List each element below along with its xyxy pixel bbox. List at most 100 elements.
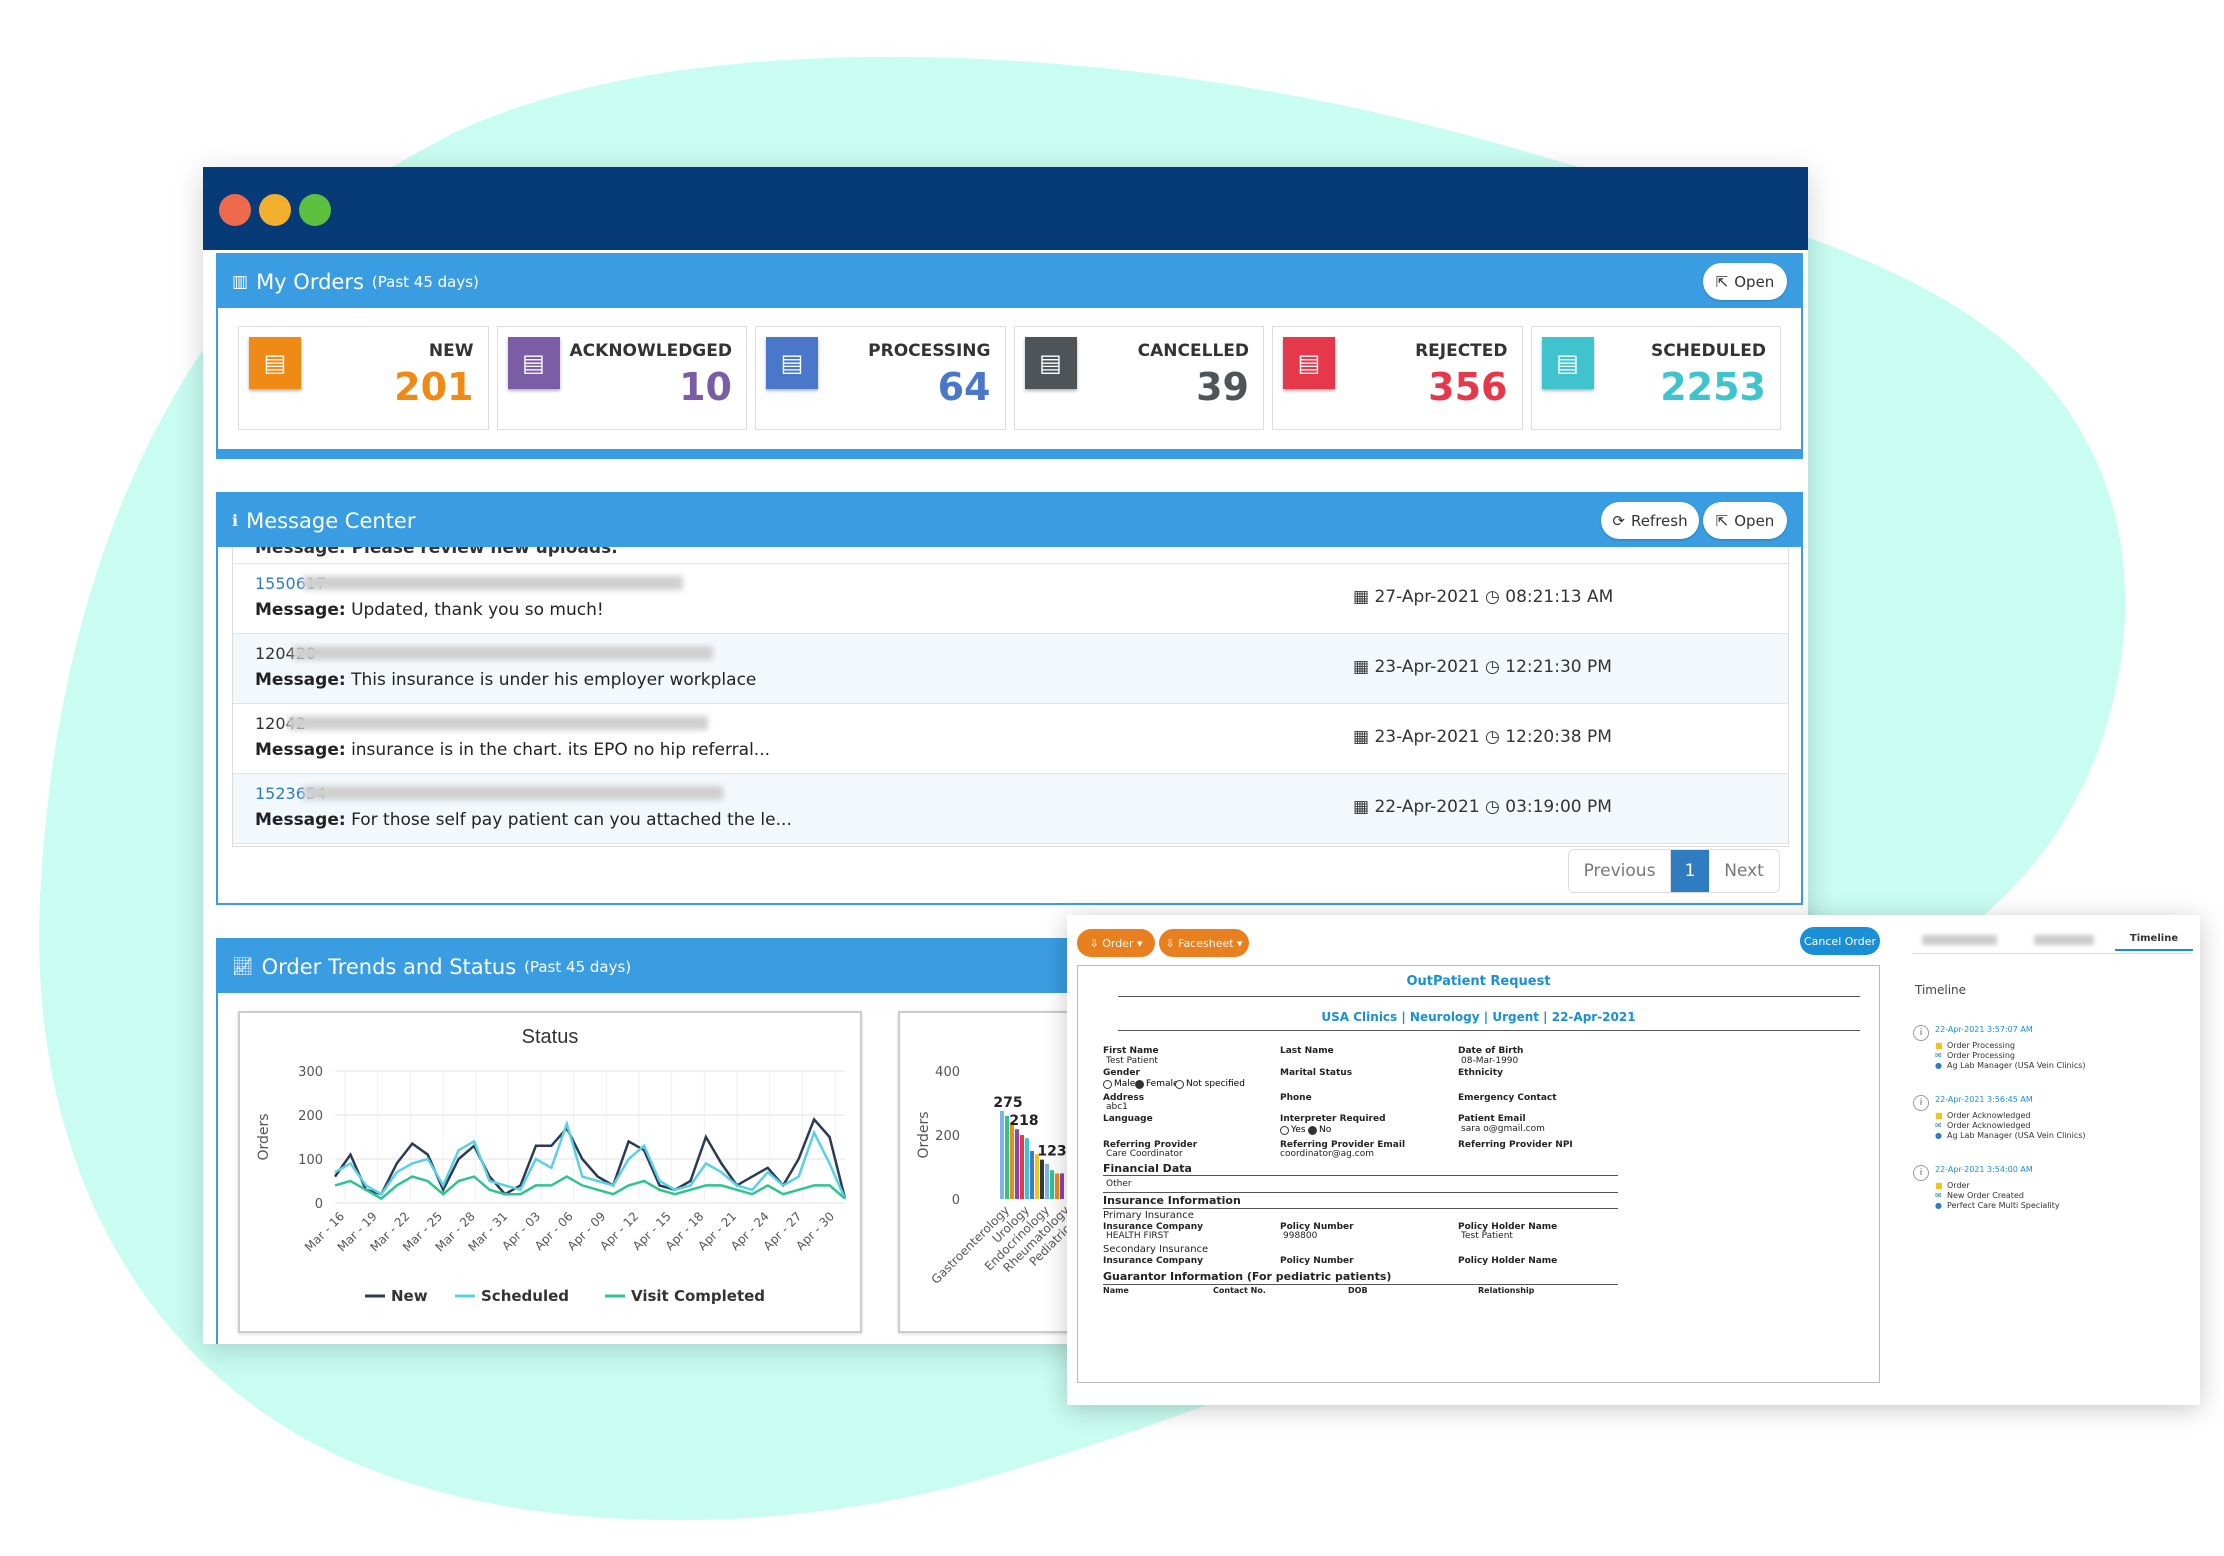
chart-title: Status [522,1026,579,1048]
message-row[interactable]: 12042 Message: insurance is in the chart… [233,704,1788,774]
message-prefix: Message: [255,740,346,760]
y-tick-label: 100 [298,1153,323,1168]
message-row[interactable]: 120420 Message: This insurance is under … [233,634,1788,704]
orders-open-button[interactable]: ⇱ Open [1703,263,1787,300]
newspaper-icon: ▤ [1541,337,1594,389]
timeline-time: 22-Apr-2021 3:56:45 AM [1935,1095,2033,1104]
bar [1035,1154,1039,1199]
clock-icon: ◷ [1485,587,1500,607]
form-address-label: Address [1103,1093,1145,1103]
y-tick-label: 300 [298,1065,323,1080]
my-orders-title: My Orders [256,269,364,294]
calendar-icon: ▦ [1353,797,1370,817]
cancel-order-button[interactable]: Cancel Order [1800,927,1880,955]
form-primary: Primary Insurance [1103,1210,1194,1221]
gender-radio-g_male[interactable]: Male [1103,1079,1135,1089]
message-body: This insurance is under his employer wor… [351,670,757,690]
message-text: Message: insurance is in the chart. its … [255,740,770,760]
y-axis-label: Orders [916,1111,932,1158]
next-page-button[interactable]: Next [1724,861,1764,881]
interpreter-radio-i_no[interactable]: No [1308,1125,1331,1135]
form-ref-provider: Care Coordinator [1106,1149,1183,1159]
tab-blurred-1[interactable] [1922,935,1997,945]
bar [1015,1129,1019,1199]
form-g-name: Name [1103,1286,1129,1295]
message-text: Message: This insurance is under his emp… [255,670,756,690]
newspaper-icon: ▤ [766,337,818,389]
order-card-acknowledged[interactable]: ▤ ACKNOWLEDGED 10 [496,326,747,430]
redacted-text [303,576,683,590]
order-card-scheduled[interactable]: ▤ SCHEDULED 2253 [1530,326,1781,430]
form-first-name: Test Patient [1106,1056,1158,1066]
y-tick-label: 200 [298,1109,323,1124]
gender-option-label: Female [1146,1079,1179,1089]
order-card-processing[interactable]: ▤ PROCESSING 64 [755,326,1006,430]
timeline-item: New Order Created [1947,1191,2024,1200]
order-card-label: PROCESSING [868,341,991,361]
form-ref-email-label: Referring Provider Email [1280,1140,1406,1150]
message-body: insurance is in the chart. its EPO no hi… [351,740,771,760]
tab-blurred-2[interactable] [2034,935,2094,945]
form-ref-email: coordinator@ag.com [1280,1149,1374,1159]
bar-value-label: 275 [993,1095,1022,1111]
form-holder: Test Patient [1461,1231,1513,1241]
bar [1040,1159,1044,1199]
close-dot[interactable] [219,194,251,226]
gender-radio-g_ns[interactable]: Not specified [1175,1079,1245,1089]
legend-label: Scheduled [481,1287,569,1305]
form-ins-company-label: Insurance Company [1103,1256,1203,1266]
interpreter-radio-i_yes[interactable]: Yes [1280,1125,1306,1135]
message-body: For those self pay patient can you attac… [351,810,792,830]
tab-timeline[interactable]: Timeline [2115,927,2193,951]
messages-open-button[interactable]: ⇱ Open [1703,502,1787,539]
form-policy-label: Policy Number [1280,1256,1354,1266]
form-dob: 08-Mar-1990 [1461,1056,1519,1066]
message-date: 22-Apr-2021 [1374,797,1480,817]
form-last-name-label: Last Name [1280,1046,1334,1056]
maximize-dot[interactable] [299,194,331,226]
interpreter-option-label: Yes [1291,1125,1306,1135]
message-row[interactable]: 1523654 Message: For those self pay pati… [233,774,1788,844]
clock-icon: ◷ [1485,727,1500,747]
calendar-icon: ▦ [1353,657,1370,677]
form-policy: 998800 [1283,1231,1318,1241]
order-dropdown-button[interactable]: ⇩ Order ▾ [1077,929,1155,957]
title-bar [203,167,1808,250]
refresh-button[interactable]: ⟳ Refresh [1601,502,1699,539]
form-title: OutPatient Request [1406,974,1551,989]
message-row[interactable]: 1550617 Message: Updated, thank you so m… [233,564,1788,634]
newspaper-icon: ▤ [249,337,301,389]
form-interpreter-label: Interpreter Required [1280,1114,1386,1124]
gender-radio-g_female[interactable]: Female [1135,1079,1179,1089]
order-card-rejected[interactable]: ▤ REJECTED 356 [1272,326,1523,430]
timeline-item: Order Acknowledged [1947,1121,2031,1130]
form-ref-provider-label: Referring Provider [1103,1140,1198,1150]
my-orders-header: ▥ My Orders (Past 45 days) ⇱ Open [218,255,1801,308]
timeline-item-icon: ■ [1935,1111,1943,1120]
outpatient-form: OutPatient Request USA Clinics | Neurolo… [1077,965,1880,1383]
minimize-dot[interactable] [259,194,291,226]
partial-message: Message: Please review new uploads. [255,547,618,558]
message-list[interactable]: Message: Please review new uploads. 1550… [232,547,1789,847]
order-trends-subtitle: (Past 45 days) [524,957,632,976]
calendar-icon: ▦ [1353,727,1370,747]
facesheet-dropdown-button[interactable]: ⇩ Facesheet ▾ [1159,929,1249,957]
form-language-label: Language [1103,1114,1153,1124]
order-card-new[interactable]: ▤ NEW 201 [238,326,489,430]
bar [1020,1135,1024,1199]
page-1-button[interactable]: 1 [1671,850,1709,892]
bar [1045,1163,1049,1199]
previous-page-button[interactable]: Previous [1569,850,1671,892]
gender-option-label: Male [1114,1079,1136,1089]
form-ins-company-label: Insurance Company [1103,1222,1203,1232]
y-axis-label: Orders [256,1113,272,1160]
timeline-item-icon: ✉ [1935,1121,1942,1130]
message-prefix: Message: [255,670,346,690]
form-holder-label: Policy Holder Name [1458,1222,1558,1232]
legend-label: New [391,1287,428,1305]
message-date: 23-Apr-2021 [1374,657,1480,677]
order-card-cancelled[interactable]: ▤ CANCELLED 39 [1013,326,1264,430]
message-date: 27-Apr-2021 [1374,587,1480,607]
newspaper-icon: ▤ [507,337,560,389]
redacted-text [293,646,713,660]
